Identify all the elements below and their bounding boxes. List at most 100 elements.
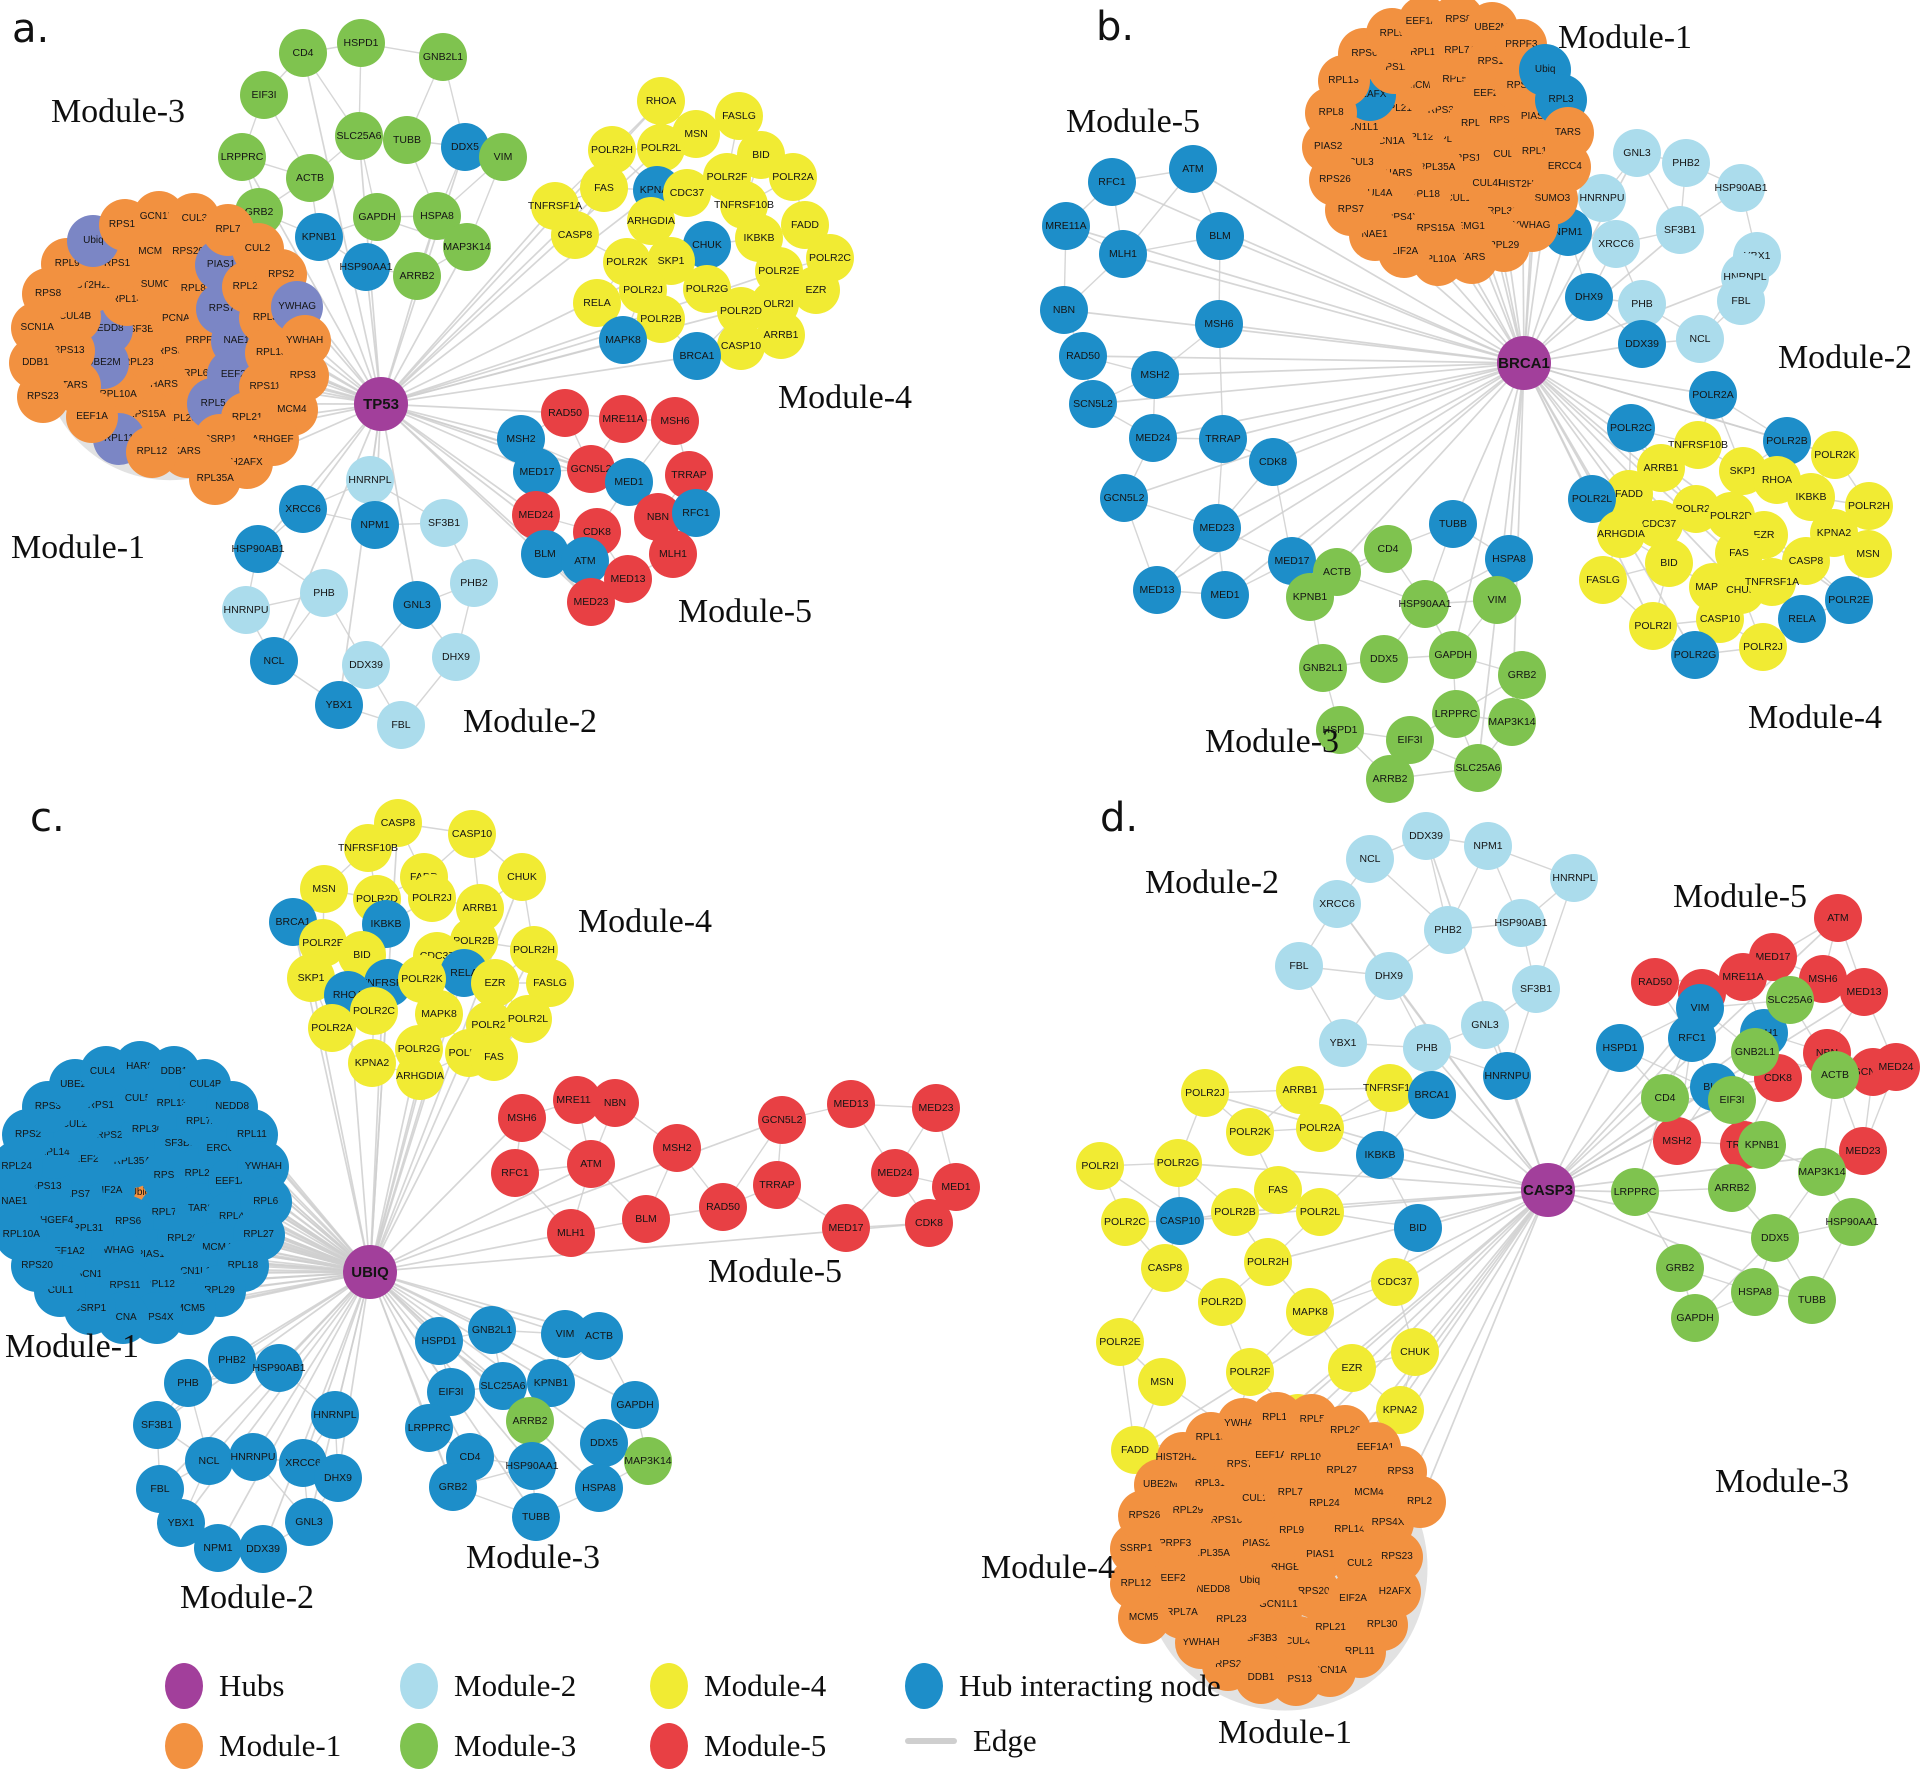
node-KPNB1[interactable]: KPNB1 <box>1286 573 1334 621</box>
node-MED23[interactable]: MED23 <box>567 578 615 626</box>
node-POLR2L[interactable]: POLR2L <box>504 995 552 1043</box>
node-GAPDH[interactable]: GAPDH <box>1429 631 1477 679</box>
node-BID[interactable]: BID <box>1645 539 1693 587</box>
node-MED23[interactable]: MED23 <box>1193 504 1241 552</box>
node-POLR2K[interactable]: POLR2K <box>1811 431 1859 479</box>
node-SLC25A6[interactable]: SLC25A6 <box>335 112 383 160</box>
node-FAS[interactable]: FAS <box>580 164 628 212</box>
node-HSP90AA1[interactable]: HSP90AA1 <box>339 243 393 291</box>
node-DDX5[interactable]: DDX5 <box>1360 635 1408 683</box>
node-FBL[interactable]: FBL <box>1275 942 1323 990</box>
node-GNB2L1[interactable]: GNB2L1 <box>1731 1028 1779 1076</box>
node-CASP10[interactable]: CASP10 <box>1156 1197 1204 1245</box>
node-MRE11A[interactable]: MRE11A <box>1719 953 1767 1001</box>
node-KPNB1[interactable]: KPNB1 <box>295 213 343 261</box>
node-ACTB[interactable]: ACTB <box>575 1312 623 1360</box>
node-HNRNPL[interactable]: HNRNPL <box>311 1391 359 1439</box>
node-MSN[interactable]: MSN <box>1138 1358 1186 1406</box>
node-SF3B1[interactable]: SF3B1 <box>1512 965 1560 1013</box>
node-POLR2J[interactable]: POLR2J <box>1181 1069 1229 1117</box>
node-FBL[interactable]: FBL <box>1717 277 1765 325</box>
node-NPM1[interactable]: NPM1 <box>194 1524 242 1572</box>
node-FAS[interactable]: FAS <box>1254 1166 1302 1214</box>
node-DDX5[interactable]: DDX5 <box>1751 1214 1799 1262</box>
node-TNFRSF1A[interactable]: TNFRSF1A <box>1363 1064 1417 1112</box>
node-RFC1[interactable]: RFC1 <box>1088 158 1136 206</box>
node-POLR2A[interactable]: POLR2A <box>308 1004 356 1052</box>
node-DHX9[interactable]: DHX9 <box>1365 952 1413 1000</box>
node-MAP3K14[interactable]: MAP3K14 <box>1488 698 1536 746</box>
node-HSPA8[interactable]: HSPA8 <box>575 1464 623 1512</box>
node-RAD50[interactable]: RAD50 <box>1631 958 1679 1006</box>
node-NBN[interactable]: NBN <box>591 1079 639 1127</box>
node-MAP3K14[interactable]: MAP3K14 <box>624 1437 672 1485</box>
node-XRCC6[interactable]: XRCC6 <box>279 485 327 533</box>
node-RAD50[interactable]: RAD50 <box>1059 332 1107 380</box>
node-CD4[interactable]: CD4 <box>279 29 327 77</box>
node-BLM[interactable]: BLM <box>1196 212 1244 260</box>
node-GNB2L1[interactable]: GNB2L1 <box>468 1306 516 1354</box>
node-LRPPRC[interactable]: LRPPRC <box>1611 1168 1659 1216</box>
node-POLR2L[interactable]: POLR2L <box>1296 1188 1344 1236</box>
node-MED24[interactable]: MED24 <box>1129 414 1177 462</box>
node-SF3B1[interactable]: SF3B1 <box>420 499 468 547</box>
node-POLR2K[interactable]: POLR2K <box>1226 1108 1274 1156</box>
node-MED13[interactable]: MED13 <box>827 1080 875 1128</box>
node-TRRAP[interactable]: TRRAP <box>1199 415 1247 463</box>
node-XRCC6[interactable]: XRCC6 <box>1313 880 1361 928</box>
node-MAPK8[interactable]: MAPK8 <box>1286 1288 1334 1336</box>
node-BRCA1[interactable]: BRCA1 <box>1408 1071 1456 1119</box>
node-GNL3[interactable]: GNL3 <box>1613 129 1661 177</box>
node-MSH2[interactable]: MSH2 <box>1653 1117 1701 1165</box>
node-POLR2C[interactable]: POLR2C <box>1101 1198 1149 1246</box>
node-GNL3[interactable]: GNL3 <box>1461 1001 1509 1049</box>
node-EIF3I[interactable]: EIF3I <box>240 71 288 119</box>
node-SLC25A6[interactable]: SLC25A6 <box>1766 976 1814 1024</box>
node-HSP90AB1[interactable]: HSP90AB1 <box>231 525 285 573</box>
node-MSH6[interactable]: MSH6 <box>498 1094 546 1142</box>
node-PHB2[interactable]: PHB2 <box>1662 139 1710 187</box>
node-NCL[interactable]: NCL <box>185 1437 233 1485</box>
node-DDX39[interactable]: DDX39 <box>1618 320 1666 368</box>
node-TUBB[interactable]: TUBB <box>1429 500 1477 548</box>
node-KPNB1[interactable]: KPNB1 <box>1738 1121 1786 1169</box>
node-TUBB[interactable]: TUBB <box>512 1493 560 1541</box>
node-EIF3I[interactable]: EIF3I <box>1708 1076 1756 1124</box>
node-GNL3[interactable]: GNL3 <box>393 581 441 629</box>
node-DDX5[interactable]: DDX5 <box>580 1419 628 1467</box>
node-MED24[interactable]: MED24 <box>1872 1043 1920 1091</box>
node-RPL35A[interactable]: RPL35A <box>189 453 242 506</box>
node-EZR[interactable]: EZR <box>1328 1344 1376 1392</box>
node-LRPPRC[interactable]: LRPPRC <box>1432 690 1480 738</box>
node-MED17[interactable]: MED17 <box>822 1204 870 1252</box>
node-LRPPRC[interactable]: LRPPRC <box>405 1404 453 1452</box>
node-RPL12[interactable]: RPL12 <box>125 425 178 478</box>
node-PHB[interactable]: PHB <box>300 569 348 617</box>
node-POLR2H[interactable]: POLR2H <box>1244 1238 1292 1286</box>
node-ACTB[interactable]: ACTB <box>1811 1051 1859 1099</box>
node-POLR2I[interactable]: POLR2I <box>1629 602 1677 650</box>
node-BID[interactable]: BID <box>1394 1204 1442 1252</box>
node-MAPK8[interactable]: MAPK8 <box>599 316 647 364</box>
node-MSH2[interactable]: MSH2 <box>653 1124 701 1172</box>
node-LRPPRC[interactable]: LRPPRC <box>218 133 266 181</box>
node-MRE11A[interactable]: MRE11A <box>1042 202 1090 250</box>
hub-node-CASP3[interactable]: CASP3 <box>1521 1163 1575 1217</box>
node-CD4[interactable]: CD4 <box>1641 1074 1689 1122</box>
node-DHX9[interactable]: DHX9 <box>314 1454 362 1502</box>
node-MED24[interactable]: MED24 <box>871 1149 919 1197</box>
node-SF3B1[interactable]: SF3B1 <box>133 1401 181 1449</box>
node-TUBB[interactable]: TUBB <box>383 116 431 164</box>
node-DDB1[interactable]: DDB1 <box>1234 1651 1287 1704</box>
node-PHB2[interactable]: PHB2 <box>1424 906 1472 954</box>
node-NCL[interactable]: NCL <box>250 637 298 685</box>
node-BLM[interactable]: BLM <box>622 1195 670 1243</box>
node-RPS7[interactable]: RPS7 <box>1324 184 1377 237</box>
node-MED1[interactable]: MED1 <box>1201 571 1249 619</box>
node-GNB2L1[interactable]: GNB2L1 <box>419 33 467 81</box>
node-RAD50[interactable]: RAD50 <box>541 389 589 437</box>
node-MED23[interactable]: MED23 <box>912 1084 960 1132</box>
node-PHB2[interactable]: PHB2 <box>450 559 498 607</box>
node-PHB[interactable]: PHB <box>164 1359 212 1407</box>
node-POLR2J[interactable]: POLR2J <box>1739 623 1787 671</box>
